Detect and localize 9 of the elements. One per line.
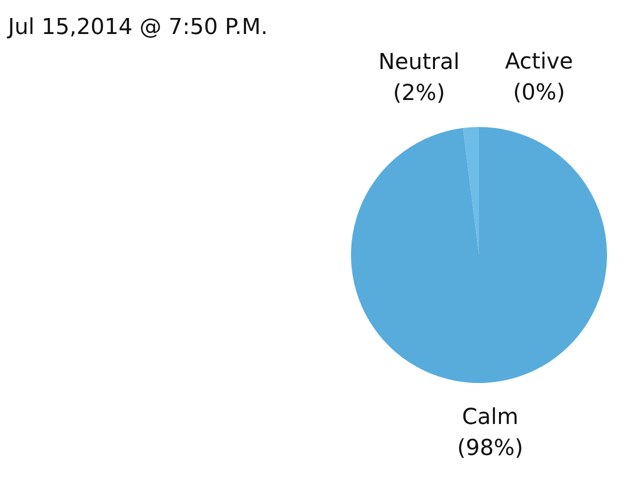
slice-label: Calm	[462, 405, 518, 430]
pie-slice	[351, 127, 607, 383]
text: (0%)	[512, 80, 566, 106]
slice-label: Neutral	[378, 50, 460, 75]
category-label: Active	[504, 50, 574, 74]
data-label: (98%)	[457, 436, 524, 462]
data-label: (2%)	[392, 80, 446, 106]
pie-slice	[462, 127, 479, 255]
text: Jul 15,2014 @ 7:50 P.M.	[6, 15, 268, 40]
